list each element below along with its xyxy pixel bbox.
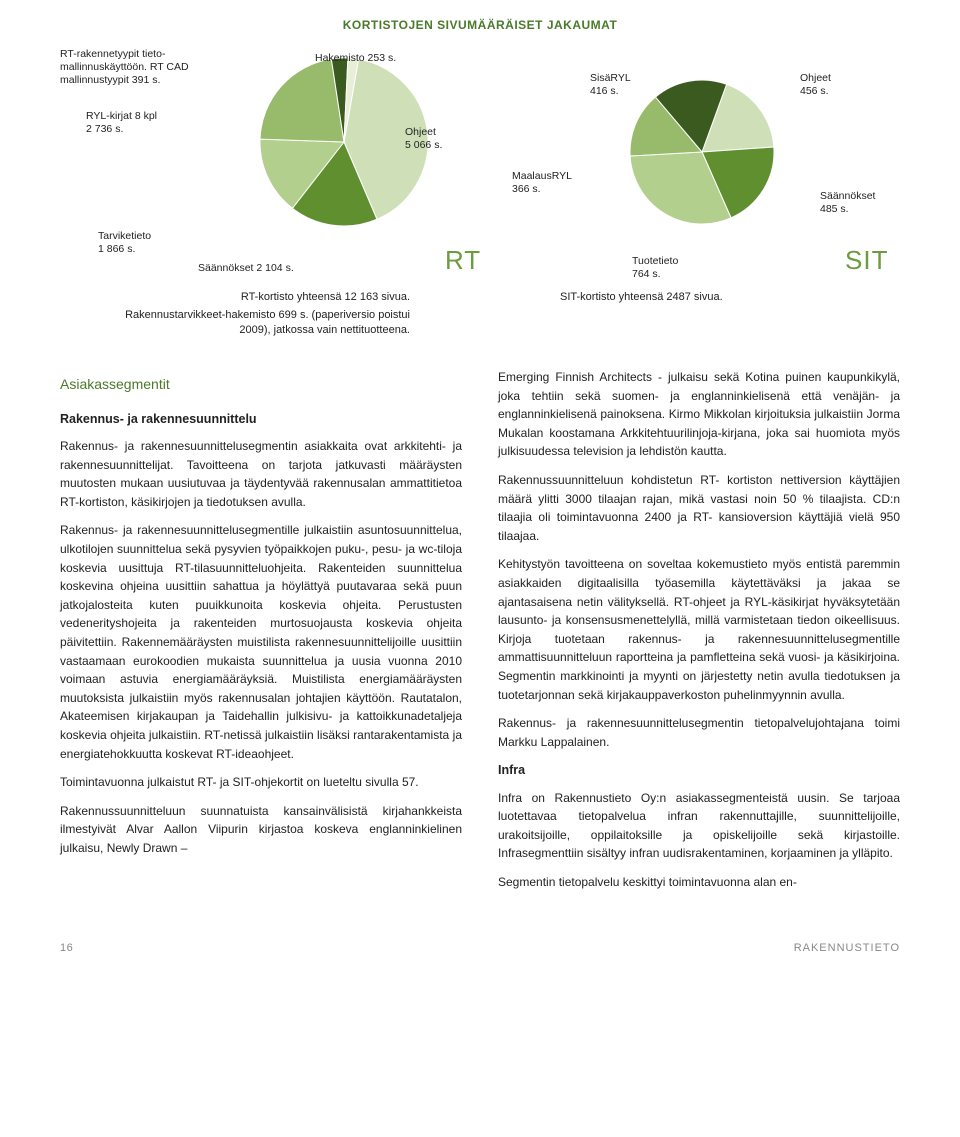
column-left: Asiakassegmentit Rakennus- ja rakennesuu…	[60, 368, 462, 902]
caption-rt-total: RT-kortisto yhteensä 12 163 sivua.	[120, 290, 410, 305]
label-rt-rakenne: RT-rakennetyypit tieto- mallinnuskäyttöö…	[60, 48, 189, 87]
label-saannokset-rt: Säännökset 2 104 s.	[198, 262, 294, 275]
caption-sit-total: SIT-kortisto yhteensä 2487 sivua.	[560, 290, 810, 305]
right-p2: Rakennussuunnitteluun kohdistetun RT- ko…	[498, 471, 900, 545]
left-p2: Rakennus- ja rakennesuunnittelusegmentil…	[60, 521, 462, 763]
left-p4: Rakennussuunnitteluun suunnatuista kansa…	[60, 802, 462, 858]
section-heading: Asiakassegmentit	[60, 374, 462, 396]
label-tuotetieto: Tuotetieto 764 s.	[632, 255, 678, 281]
body-columns: Asiakassegmentit Rakennus- ja rakennesuu…	[60, 368, 900, 902]
label-ohjeet-sit: Ohjeet 456 s.	[800, 72, 831, 98]
right-p6: Segmentin tietopalvelu keskittyi toimint…	[498, 873, 900, 892]
label-hakemisto: Hakemisto 253 s.	[315, 52, 396, 65]
label-sisaryl: SisäRYL 416 s.	[590, 72, 631, 98]
column-right: Emerging Finnish Architects - julkaisu s…	[498, 368, 900, 902]
sub-rakennus: Rakennus- ja rakennesuunnittelu	[60, 410, 462, 429]
label-saannokset-sit: Säännökset 485 s.	[820, 190, 875, 216]
left-p3: Toimintavuonna julkaistut RT- ja SIT-ohj…	[60, 773, 462, 792]
left-p1: Rakennus- ja rakennesuunnittelusegmentin…	[60, 437, 462, 511]
right-p3: Kehitystyön tavoitteena on soveltaa koke…	[498, 555, 900, 704]
pie-chart-rt	[260, 58, 428, 226]
label-ryl: RYL-kirjat 8 kpl 2 736 s.	[86, 110, 157, 136]
tag-rt: RT	[445, 245, 481, 276]
tag-sit: SIT	[845, 245, 888, 276]
label-tarviketieto: Tarviketieto 1 866 s.	[98, 230, 151, 256]
page-number: 16	[60, 942, 73, 954]
sub-infra: Infra	[498, 761, 900, 780]
caption-rt-note: Rakennustarvikkeet-hakemisto 699 s. (pap…	[100, 308, 410, 338]
label-maalaus: MaalausRYL 366 s.	[512, 170, 572, 196]
pie-chart-sit	[630, 80, 774, 224]
page-footer: 16 RAKENNUSTIETO	[60, 942, 900, 954]
charts-area: RT-rakennetyypit tieto- mallinnuskäyttöö…	[60, 40, 900, 350]
footer-brand: RAKENNUSTIETO	[794, 942, 900, 954]
right-p5: Infra on Rakennustieto Oy:n asiakassegme…	[498, 789, 900, 863]
label-ohjeet-rt: Ohjeet 5 066 s.	[405, 126, 442, 152]
right-p1: Emerging Finnish Architects - julkaisu s…	[498, 368, 900, 461]
right-p4: Rakennus- ja rakennesuunnittelusegmentin…	[498, 714, 900, 751]
charts-title: KORTISTOJEN SIVUMÄÄRÄISET JAKAUMAT	[60, 18, 900, 32]
